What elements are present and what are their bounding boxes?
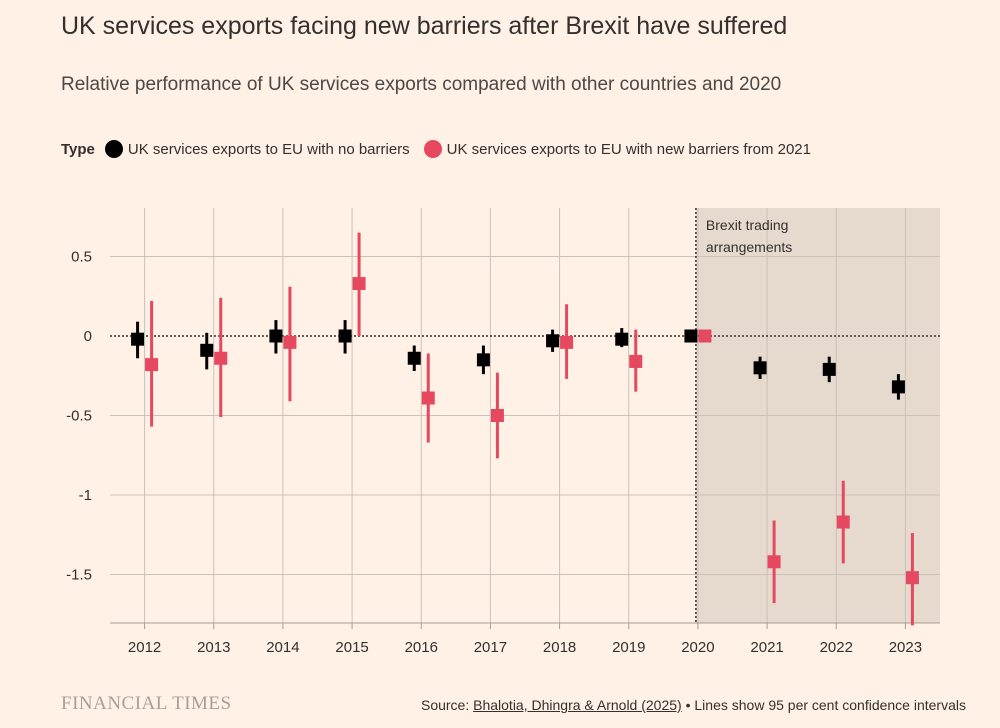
x-tick-label: 2017 bbox=[474, 639, 507, 656]
x-tick-label: 2019 bbox=[612, 639, 645, 656]
point-no-barriers-2022 bbox=[822, 362, 836, 376]
y-tick-label: -1 bbox=[79, 487, 92, 504]
y-tick-label: 0 bbox=[84, 328, 92, 345]
point-new-barriers-2023 bbox=[905, 571, 919, 585]
x-tick-label: 2018 bbox=[543, 639, 576, 656]
point-no-barriers-2021 bbox=[753, 361, 767, 375]
legend: Type UK services exports to EU with no b… bbox=[61, 140, 825, 158]
y-tick-label: 0.5 bbox=[71, 249, 92, 266]
point-no-barriers-2015 bbox=[338, 329, 352, 343]
annotation-line-1: Brexit trading bbox=[706, 217, 788, 233]
point-new-barriers-2019 bbox=[629, 354, 643, 368]
point-new-barriers-2015 bbox=[352, 277, 366, 291]
x-tick-label: 2015 bbox=[335, 639, 368, 656]
x-axis-ticks: 2012 2013 2014 2015 2016 2017 2018 2019 2020 2021… bbox=[128, 623, 922, 656]
source-prefix: Source: bbox=[420, 697, 474, 713]
source-note: Source: Bhalotia, Dhingra & Arnold (2025… bbox=[421, 697, 966, 713]
point-no-barriers-2020 bbox=[684, 329, 698, 343]
brexit-annotation: Brexit trading arrangements bbox=[706, 217, 792, 255]
x-tick-label: 2012 bbox=[128, 639, 161, 656]
point-new-barriers-2016 bbox=[421, 391, 435, 405]
point-no-barriers-2018 bbox=[546, 334, 560, 348]
x-tick-label: 2021 bbox=[750, 639, 783, 656]
point-new-barriers-2021 bbox=[767, 555, 781, 569]
point-new-barriers-2012 bbox=[145, 358, 159, 372]
point-no-barriers-2017 bbox=[476, 353, 490, 367]
point-no-barriers-2014 bbox=[269, 329, 283, 343]
legend-dot-black-icon bbox=[104, 140, 123, 158]
x-tick-label: 2020 bbox=[681, 639, 714, 656]
annotation-line-2: arrangements bbox=[706, 239, 792, 255]
x-tick-label: 2022 bbox=[820, 639, 853, 656]
x-tick-label: 2023 bbox=[889, 639, 922, 656]
y-axis-ticks: 0.5 0 -0.5 -1 -1.5 bbox=[66, 249, 92, 584]
chart-title: UK services exports facing new barriers … bbox=[61, 12, 788, 40]
point-no-barriers-2012 bbox=[131, 332, 145, 346]
point-no-barriers-2013 bbox=[200, 343, 214, 357]
source-link[interactable]: Bhalotia, Dhingra & Arnold (2025) bbox=[473, 697, 682, 713]
x-tick-label: 2016 bbox=[405, 639, 438, 656]
legend-dot-red-icon bbox=[423, 140, 442, 158]
legend-item-new-barriers: UK services exports to EU with new barri… bbox=[423, 140, 811, 158]
point-new-barriers-2014 bbox=[283, 335, 297, 349]
point-new-barriers-2018 bbox=[560, 335, 574, 349]
point-no-barriers-2016 bbox=[407, 351, 421, 365]
grid-lines bbox=[110, 208, 940, 624]
point-new-barriers-2020 bbox=[698, 329, 712, 343]
ft-logo: FINANCIAL TIMES bbox=[61, 693, 232, 714]
legend-type-label: Type bbox=[61, 140, 95, 158]
x-tick-label: 2014 bbox=[266, 639, 299, 656]
point-no-barriers-2019 bbox=[615, 332, 629, 346]
point-new-barriers-2013 bbox=[214, 351, 228, 365]
y-tick-label: -0.5 bbox=[66, 408, 92, 425]
legend-label-new-barriers: UK services exports to EU with new barri… bbox=[446, 140, 811, 158]
x-tick-label: 2013 bbox=[197, 639, 230, 656]
source-suffix: • Lines show 95 per cent confidence inte… bbox=[681, 697, 966, 713]
legend-label-no-barriers: UK services exports to EU with no barrie… bbox=[127, 140, 410, 158]
point-no-barriers-2023 bbox=[891, 380, 905, 394]
point-new-barriers-2022 bbox=[836, 515, 850, 529]
chart-subtitle: Relative performance of UK services expo… bbox=[61, 74, 782, 95]
y-tick-label: -1.5 bbox=[66, 567, 92, 584]
point-new-barriers-2017 bbox=[490, 409, 504, 422]
data-marks bbox=[131, 232, 919, 626]
legend-item-no-barriers: UK services exports to EU with no barrie… bbox=[104, 140, 410, 158]
